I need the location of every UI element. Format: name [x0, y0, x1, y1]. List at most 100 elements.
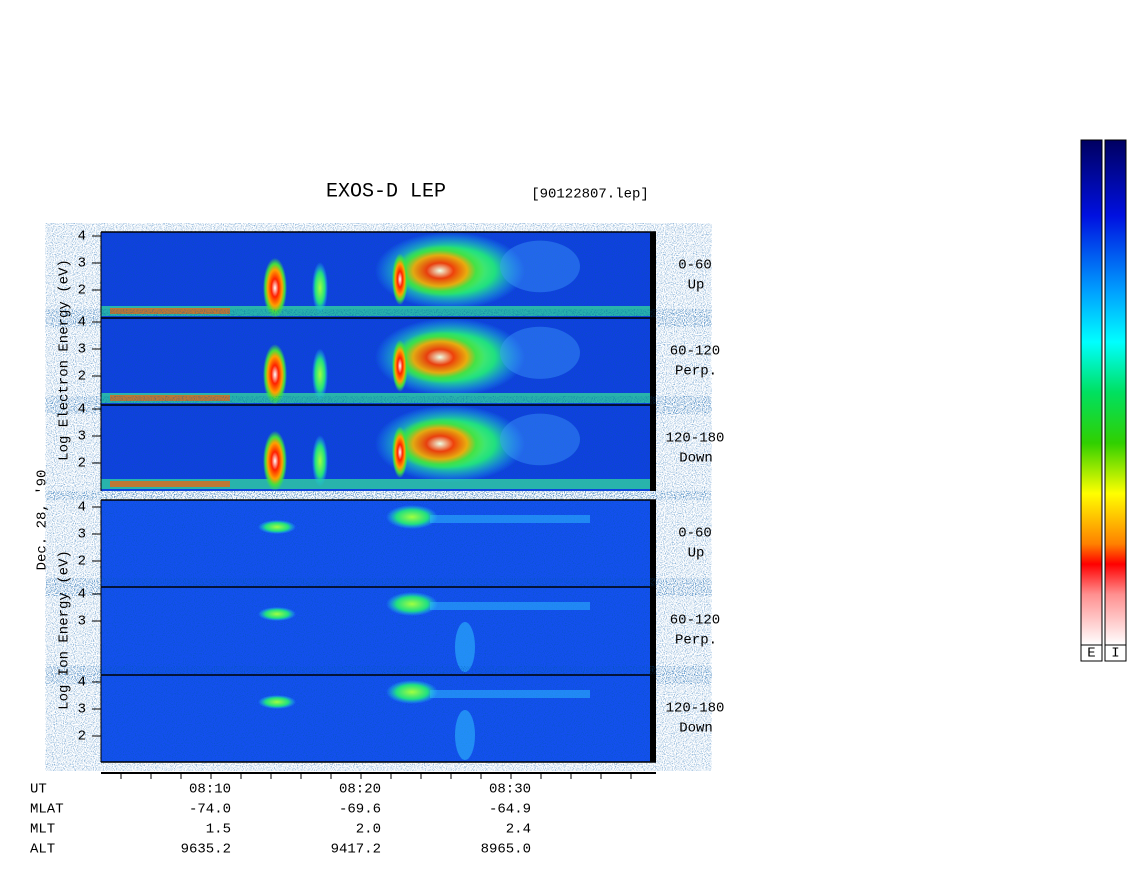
- ephemeris-label: ALT: [30, 842, 55, 858]
- pitch-angle-range: 0-60: [678, 526, 712, 542]
- burst: [263, 344, 287, 405]
- ion-streak: [430, 690, 590, 698]
- spectrogram-panel: [100, 317, 656, 405]
- low-energy-band: [101, 306, 656, 316]
- diffuse: [500, 240, 580, 293]
- energy-tick-label: 4: [78, 675, 86, 691]
- ephemeris-value: 8965.0: [481, 842, 531, 858]
- pitch-angle-range: 60-120: [670, 344, 720, 360]
- title: EXOS-D LEP: [326, 180, 446, 203]
- time-axis: [101, 772, 656, 779]
- ephemeris-value: 2.0: [356, 822, 381, 838]
- ephemeris-value: 9417.2: [331, 842, 381, 858]
- spectrogram-panel: [100, 231, 656, 318]
- hot-region: [395, 331, 485, 384]
- colorbar-label-box: [1080, 644, 1103, 662]
- colorbar-label: E: [1087, 646, 1095, 662]
- pitch-direction: Perp.: [675, 364, 717, 380]
- ephemeris-value: -69.6: [339, 802, 381, 818]
- ephemeris-value: -64.9: [489, 802, 531, 818]
- ephemeris-value: 08:10: [189, 782, 231, 798]
- low-energy-band: [101, 479, 656, 489]
- burst: [312, 262, 328, 314]
- ion-blob: [258, 695, 296, 709]
- spectrogram-panel: [100, 674, 656, 762]
- panel-noise: [101, 675, 656, 762]
- colorbar: [1080, 139, 1103, 646]
- panel-noise: [101, 587, 656, 675]
- low-energy-band-hot: [110, 308, 230, 314]
- colorbar: [1104, 139, 1127, 646]
- hot-region: [395, 244, 485, 297]
- pitch-direction: Up: [688, 546, 705, 562]
- energy-tick-label: 3: [78, 614, 86, 630]
- ion-blob: [386, 592, 438, 616]
- pitch-direction: Down: [679, 721, 713, 737]
- spectrograms: [100, 231, 656, 763]
- energy-tick-label: 4: [78, 500, 86, 516]
- labels: 4 3 2 0-60 Up 4 3 2 60-120 Perp. 4 3 2 120-180 Down 4 3 2…: [30, 229, 724, 858]
- pitch-angle-range: 60-120: [670, 613, 720, 629]
- ion-blob: [258, 520, 296, 534]
- low-energy-band: [101, 393, 656, 403]
- burst: [312, 435, 328, 487]
- energy-tick-label: 4: [78, 315, 86, 331]
- panel-noise: [101, 500, 656, 587]
- energy-tick-label: 3: [78, 429, 86, 445]
- low-energy-band-hot: [110, 481, 230, 487]
- colorbar-label: I: [1111, 646, 1119, 662]
- spectrogram-panel: [100, 586, 656, 675]
- energy-tick-label: 3: [78, 342, 86, 358]
- burst: [263, 430, 287, 491]
- hot-core: [392, 253, 408, 306]
- diffuse: [500, 326, 580, 379]
- ephemeris-value: 9635.2: [181, 842, 231, 858]
- energy-tick-label: 2: [78, 456, 86, 472]
- energy-tick-label: 4: [78, 229, 86, 245]
- ephemeris-value: 2.4: [506, 822, 531, 838]
- hot-core: [392, 426, 408, 479]
- file-name: [90122807.lep]: [531, 187, 649, 203]
- low-energy-band-hot: [110, 395, 230, 401]
- pitch-direction: Up: [688, 278, 705, 294]
- ephemeris-label: UT: [30, 782, 47, 798]
- pitch-angle-range: 120-180: [666, 431, 725, 447]
- pitch-direction: Perp.: [675, 633, 717, 649]
- ion-streak: [430, 602, 590, 610]
- ephemeris-value: 1.5: [206, 822, 231, 838]
- electron-axis-label: Log Electron Energy (eV): [57, 259, 73, 461]
- ion-streak: [455, 710, 475, 760]
- pitch-direction: Down: [679, 451, 713, 467]
- diffuse: [500, 413, 580, 466]
- ion-blob: [386, 680, 438, 704]
- energy-tick-label: 4: [78, 587, 86, 603]
- pitch-angle-range: 0-60: [678, 258, 712, 274]
- energy-tick-label: 4: [78, 402, 86, 418]
- ephemeris-value: 08:20: [339, 782, 381, 798]
- ion-blob: [386, 505, 438, 529]
- energy-tick-label: 2: [78, 283, 86, 299]
- ephemeris-label: MLAT: [30, 802, 64, 818]
- spectrogram-panel: [100, 499, 656, 587]
- energy-tick-label: 3: [78, 256, 86, 272]
- ephemeris-label: MLT: [30, 822, 55, 838]
- energy-tick-label: 3: [78, 527, 86, 543]
- hot-region: [395, 417, 485, 470]
- energy-tick-label: 2: [78, 729, 86, 745]
- ion-streak: [430, 515, 590, 523]
- pitch-angle-range: 120-180: [666, 701, 725, 717]
- hot-core: [392, 339, 408, 392]
- ephemeris-value: 08:30: [489, 782, 531, 798]
- burst: [263, 257, 287, 318]
- ion-axis-label: Log Ion Energy (eV): [57, 550, 73, 710]
- burst: [312, 348, 328, 401]
- energy-tick-label: 2: [78, 554, 86, 570]
- ion-blob: [258, 607, 296, 621]
- ephemeris-value: -74.0: [189, 802, 231, 818]
- colorbar-label-box: [1104, 644, 1127, 662]
- date-label: Dec. 28, '90: [35, 470, 51, 571]
- energy-tick-label: 3: [78, 702, 86, 718]
- spectrogram-panel: [100, 404, 656, 491]
